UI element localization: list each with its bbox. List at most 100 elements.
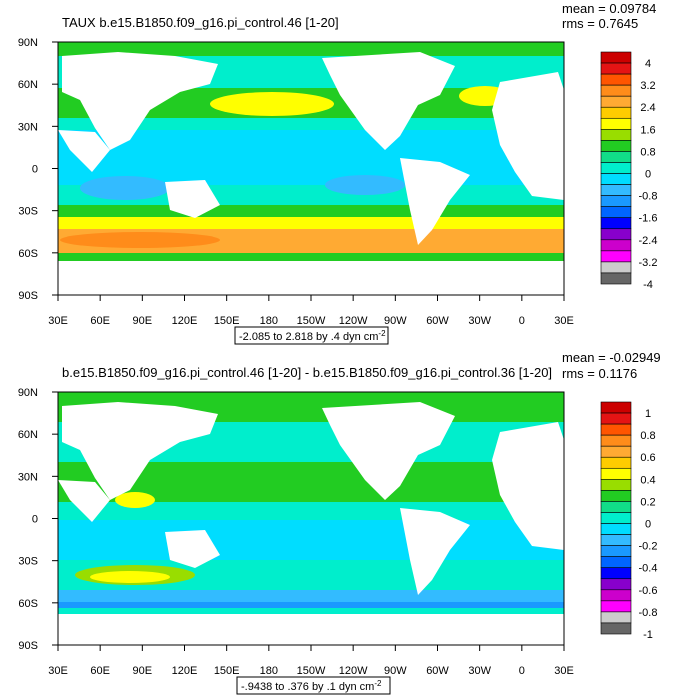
bottom-land-south-america bbox=[400, 508, 470, 595]
colorbar-segment bbox=[600, 412, 632, 425]
colorbar-label: 0.8 bbox=[640, 146, 655, 158]
colorbar-label: 0.4 bbox=[640, 474, 655, 486]
lat-label: 60N bbox=[18, 79, 38, 91]
colorbar-label: -0.2 bbox=[639, 541, 658, 553]
top-blob-southern-peak bbox=[60, 232, 220, 248]
lon-label: 90W bbox=[384, 665, 407, 677]
lon-label: 60E bbox=[90, 665, 110, 677]
colorbar-segment bbox=[600, 62, 632, 75]
bottom-land-eurasia bbox=[62, 402, 218, 500]
colorbar-label: 0 bbox=[645, 169, 651, 181]
colorbar-segment bbox=[600, 151, 632, 163]
colorbar-segment bbox=[600, 545, 632, 557]
lat-label: 60S bbox=[18, 248, 38, 260]
bottom-land-africa-east bbox=[58, 480, 110, 522]
top-land-africa-east bbox=[58, 130, 110, 172]
lon-label: 30E bbox=[554, 315, 574, 327]
colorbar-label: 0 bbox=[645, 519, 651, 531]
colorbar-label: 1 bbox=[645, 408, 651, 420]
colorbar-label: 0.8 bbox=[640, 430, 655, 442]
bottom-land-australia bbox=[165, 530, 220, 568]
bottom-land bbox=[58, 402, 564, 595]
colorbar-segment bbox=[600, 162, 632, 174]
top-rms-label: rms = 0.7645 bbox=[562, 16, 638, 31]
bottom-map-bands bbox=[58, 392, 564, 645]
top-band-antarctica bbox=[58, 261, 564, 295]
lat-label: 90S bbox=[18, 290, 38, 302]
lon-label: 180 bbox=[260, 665, 278, 677]
lon-label: 30E bbox=[48, 665, 68, 677]
colorbar-segment bbox=[600, 129, 632, 141]
colorbar-segment bbox=[600, 51, 632, 64]
top-mean-label: mean = 0.09784 bbox=[562, 1, 656, 16]
bottom-mean-label: mean = -0.02949 bbox=[562, 350, 661, 365]
colorbar-label: 1.6 bbox=[640, 124, 655, 136]
top-lat-labels: 90N 60N 30N 0 30S 60S 90S bbox=[18, 37, 38, 302]
top-land-europe-africa bbox=[492, 72, 564, 200]
colorbar-segment bbox=[600, 140, 632, 152]
top-blob-indian bbox=[80, 176, 170, 200]
top-land-north-america bbox=[322, 52, 455, 150]
colorbar-label: 0.6 bbox=[640, 452, 655, 464]
bottom-lat-labels: 90N 60N 30N 0 30S 60S 90S bbox=[18, 387, 38, 652]
lon-label: 120W bbox=[339, 665, 368, 677]
bottom-range-label: -.9438 to .376 by .1 dyn cm-2 bbox=[241, 679, 382, 693]
lat-label: 90N bbox=[18, 37, 38, 49]
top-band-southern-green bbox=[58, 205, 564, 217]
lon-label: 30E bbox=[48, 315, 68, 327]
colorbar-segment bbox=[600, 567, 632, 580]
colorbar-segment bbox=[600, 84, 632, 97]
top-range-label: -2.085 to 2.818 by .4 dyn cm-2 bbox=[239, 329, 386, 343]
colorbar-segment bbox=[600, 401, 632, 414]
lat-label: 30S bbox=[18, 556, 38, 568]
colorbar-label: -3.2 bbox=[639, 257, 658, 269]
bottom-band-antarctica bbox=[58, 614, 564, 645]
bottom-colorbar bbox=[600, 401, 632, 635]
top-land bbox=[58, 52, 564, 245]
lon-label: 150W bbox=[297, 665, 326, 677]
lon-label: 0 bbox=[519, 315, 525, 327]
lon-label: 120E bbox=[172, 665, 198, 677]
bottom-band-southern-darkblue bbox=[58, 602, 564, 608]
lat-label: 60N bbox=[18, 429, 38, 441]
colorbar-segment bbox=[600, 445, 632, 458]
lon-label: 60E bbox=[90, 315, 110, 327]
lon-label: 90E bbox=[133, 315, 153, 327]
top-land-australia bbox=[165, 180, 220, 218]
colorbar-label: -0.8 bbox=[639, 191, 658, 203]
lon-label: 30W bbox=[468, 315, 491, 327]
colorbar-segment bbox=[600, 239, 632, 252]
bottom-blob-indian bbox=[115, 492, 155, 508]
top-colorbar-labels: 4 3.2 2.4 1.6 0.8 0 -0.8 -1.6 -2.4 -3.2 -4 bbox=[639, 58, 658, 291]
top-range-box bbox=[234, 326, 389, 345]
colorbar-segment bbox=[600, 228, 632, 241]
lon-label: 180 bbox=[260, 315, 278, 327]
bottom-band-south-tropics bbox=[58, 520, 564, 560]
top-band-arctic bbox=[58, 42, 564, 56]
colorbar-segment bbox=[600, 261, 632, 274]
lon-label: 120E bbox=[172, 315, 198, 327]
colorbar-segment bbox=[600, 106, 632, 119]
bottom-rms-label: rms = 0.1176 bbox=[562, 366, 637, 381]
lat-label: 90N bbox=[18, 387, 38, 399]
top-land-south-america bbox=[400, 158, 470, 245]
colorbar-segment bbox=[600, 117, 632, 130]
colorbar-segment bbox=[600, 73, 632, 86]
colorbar-label: 0.2 bbox=[640, 496, 655, 508]
colorbar-segment bbox=[600, 611, 632, 624]
colorbar-segment bbox=[600, 490, 632, 502]
colorbar-label: -0.8 bbox=[639, 607, 658, 619]
colorbar-segment bbox=[600, 467, 632, 480]
lon-label: 30W bbox=[468, 665, 491, 677]
bottom-colorbar-labels: 1 0.8 0.6 0.4 0.2 0 -0.2 -0.4 -0.6 -0.8 -1 bbox=[639, 408, 658, 641]
colorbar-label: 3.2 bbox=[640, 80, 655, 92]
colorbar-segment bbox=[600, 434, 632, 447]
top-band-southern-yellow bbox=[58, 217, 564, 229]
bottom-panel-title: b.e15.B1850.f09_g16.pi_control.46 [1-20]… bbox=[62, 365, 552, 380]
colorbar-segment bbox=[600, 622, 632, 635]
bottom-blob-southern-yellow bbox=[90, 571, 170, 583]
colorbar-segment bbox=[600, 456, 632, 469]
lat-label: 90S bbox=[18, 640, 38, 652]
colorbar-segment bbox=[600, 600, 632, 613]
